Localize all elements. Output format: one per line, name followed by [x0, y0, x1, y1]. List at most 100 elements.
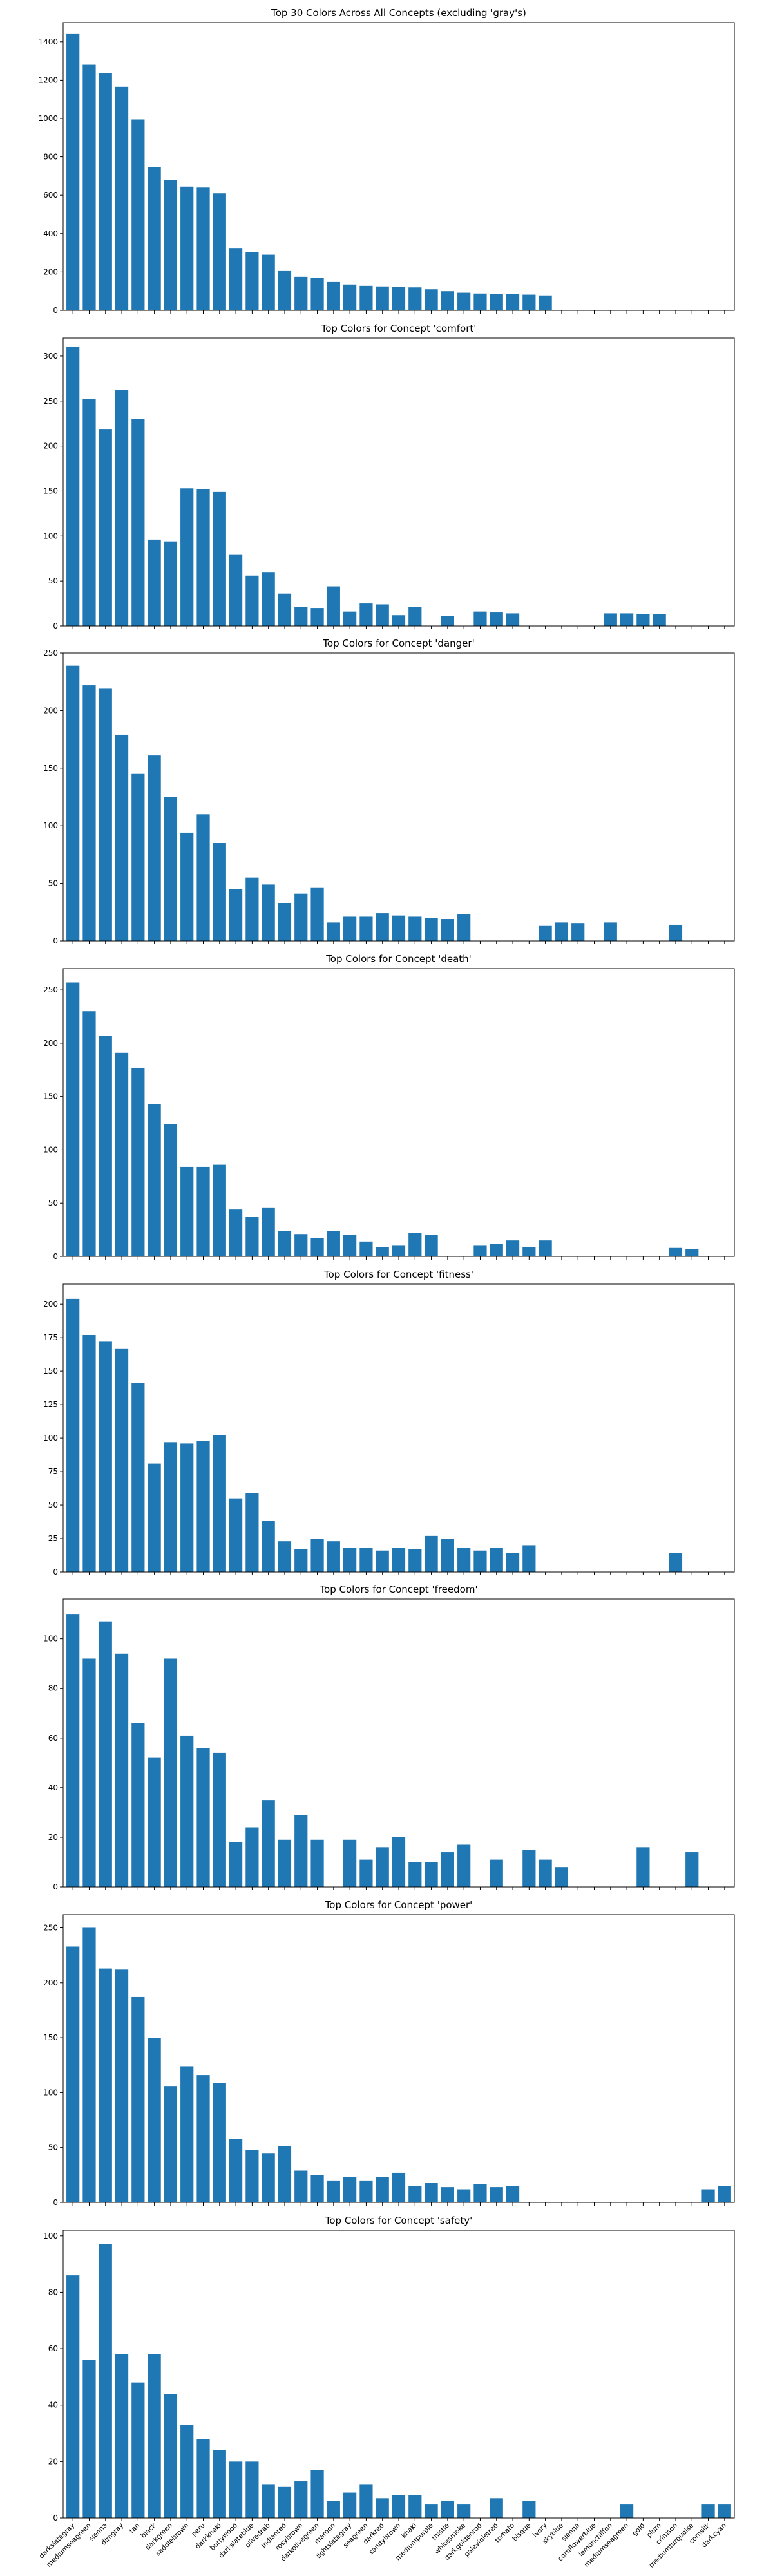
chart-panel: Top Colors for Concept 'danger' 0 50 100 150… [43, 638, 735, 945]
panel-title: Top Colors for Concept 'death' [325, 953, 472, 965]
bar [229, 1842, 243, 1887]
bar [229, 889, 243, 941]
bar [310, 2470, 324, 2518]
chart-panel: Top Colors for Concept 'comfort' 0 50 100 15… [43, 323, 735, 630]
y-tick-label: 150 [43, 2033, 58, 2042]
bar [148, 755, 161, 941]
y-tick-label: 0 [53, 1882, 58, 1891]
bar [669, 1553, 683, 1572]
y-tick-label: 20 [48, 2457, 58, 2466]
bar [522, 1247, 536, 1256]
bar [115, 1969, 129, 2202]
bar [490, 294, 503, 310]
bar [392, 2172, 406, 2202]
panel-title: Top Colors for Concept 'fitness' [323, 1269, 473, 1280]
bar [310, 1839, 324, 1887]
bar [327, 2501, 340, 2518]
bar [376, 1847, 389, 1887]
bar [245, 1493, 259, 1572]
bar [278, 1541, 292, 1572]
y-tick-label: 200 [43, 1300, 58, 1309]
y-tick-label: 150 [43, 486, 58, 495]
bar [457, 914, 471, 941]
bar [539, 295, 552, 310]
axes-frame [62, 968, 735, 1257]
bar [245, 252, 259, 310]
bar [457, 1844, 471, 1887]
y-tick-label: 25 [48, 1534, 58, 1543]
bar [310, 278, 324, 310]
y-tick-label: 100 [43, 2231, 58, 2240]
axes-frame [62, 2230, 735, 2519]
y-tick-label: 150 [43, 1367, 58, 1376]
bar [164, 541, 178, 626]
bar [359, 285, 373, 310]
bar [327, 586, 340, 626]
bar [99, 429, 112, 626]
bar [425, 918, 438, 941]
bar [262, 2484, 275, 2518]
x-tick-label: tan [128, 2522, 142, 2535]
bar [490, 1859, 503, 1887]
panel-title: Top 30 Colors Across All Concepts (exclu… [271, 7, 526, 19]
panel-title: Top Colors for Concept 'comfort' [321, 323, 477, 334]
bar [66, 33, 80, 310]
y-tick-label: 250 [43, 397, 58, 406]
bar [148, 2038, 161, 2202]
bar [490, 1244, 503, 1256]
bar [669, 1247, 683, 1256]
bar [164, 180, 178, 310]
bar [392, 2495, 406, 2518]
bar [685, 1852, 699, 1887]
bar [506, 1553, 520, 1572]
y-tick-label: 1400 [38, 37, 58, 46]
bar [196, 187, 210, 310]
y-tick-label: 100 [43, 821, 58, 830]
bar [262, 254, 275, 310]
bar [245, 2461, 259, 2518]
bar [131, 773, 145, 941]
bar [359, 603, 373, 626]
axes-frame [62, 652, 735, 942]
y-tick-label: 50 [48, 879, 58, 888]
bar [229, 2461, 243, 2518]
bar [327, 2180, 340, 2202]
bar [180, 1166, 194, 1256]
bar [82, 1927, 96, 2202]
y-tick-label: 0 [53, 621, 58, 630]
bar [262, 1521, 275, 1572]
bar [343, 284, 357, 310]
chart-panel: Top Colors for Concept 'power' 0 50 100 150 2… [43, 1899, 735, 2207]
bar [441, 2501, 454, 2518]
bar [408, 2495, 422, 2518]
bar [408, 1549, 422, 1572]
bar [310, 608, 324, 626]
bar [99, 1968, 112, 2202]
bar [148, 539, 161, 626]
bar [359, 2484, 373, 2518]
y-tick-label: 60 [48, 2344, 58, 2353]
bar [164, 1658, 178, 1887]
bar [115, 734, 129, 941]
bar [196, 1166, 210, 1256]
chart-panel: Top Colors for Concept 'safety' 0 20 40 60 80… [38, 2215, 735, 2570]
bar [294, 607, 308, 626]
bar [473, 2184, 487, 2202]
chart-panel: Top Colors for Concept 'freedom' 0 20 40 60 8… [43, 1584, 735, 1891]
y-tick-label: 1000 [38, 114, 58, 123]
bar [473, 1550, 487, 1572]
bar [473, 293, 487, 310]
bar [229, 1498, 243, 1572]
bar [213, 1164, 226, 1256]
bar [262, 884, 275, 941]
bar [522, 1850, 536, 1887]
bar [196, 2439, 210, 2518]
bar [408, 916, 422, 941]
x-tick-label: bisque [511, 2522, 532, 2543]
y-tick-label: 100 [43, 1634, 58, 1643]
bar [82, 1011, 96, 1256]
bar [99, 1621, 112, 1887]
bar [392, 1837, 406, 1887]
bar [636, 1847, 650, 1887]
